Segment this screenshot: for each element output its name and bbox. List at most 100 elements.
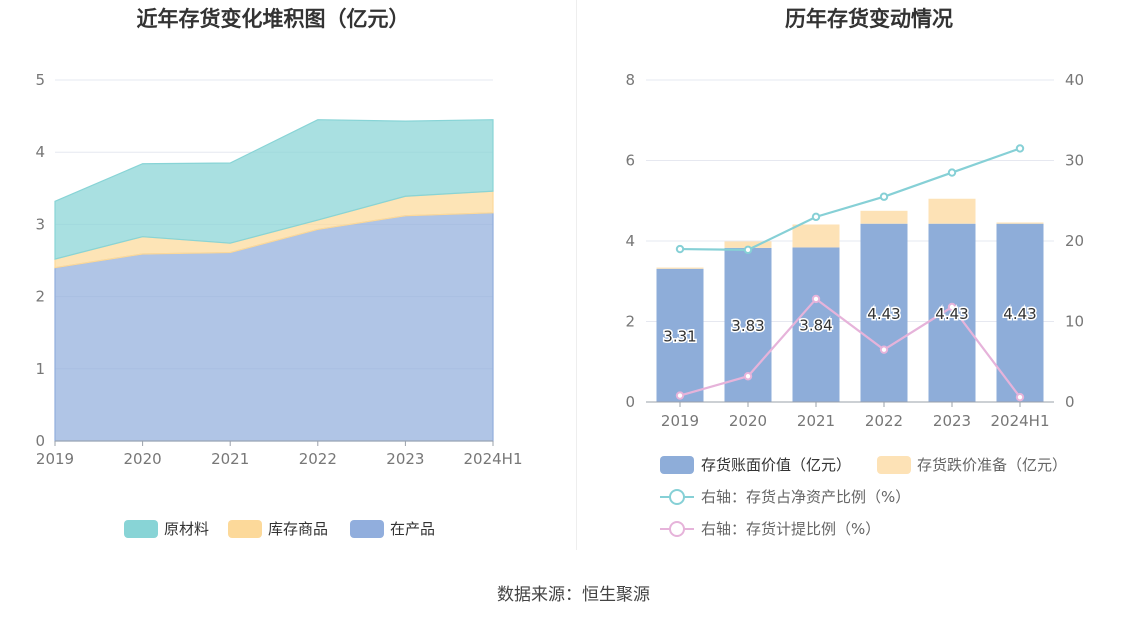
right-x-tick-label: 2020	[729, 412, 767, 430]
left-x-tick-label: 2022	[299, 450, 337, 468]
line-provision-ratio	[679, 297, 1021, 398]
line-provision-ratio-point	[947, 302, 957, 312]
bar-data-label: 4.43	[1003, 305, 1036, 323]
bar-data-label: 3.84	[799, 317, 832, 335]
line-provision-ratio-point	[675, 391, 685, 400]
right-y-tick-label: 8	[625, 71, 635, 89]
right-line-series	[675, 144, 1025, 402]
right-y-tick-label: 2	[625, 313, 635, 331]
left-legend-label: 原材料	[164, 520, 209, 538]
bar-line-chart: 历年存货变动情况 0 2 4 6 8 0 10 20 30 40 3.31 3.83 3.84 4.4…	[625, 7, 1084, 538]
legend-label-net-ratio: 右轴：存货占净资产比例（%）	[701, 488, 910, 506]
right-y2-tick-label: 0	[1065, 393, 1075, 411]
left-x-tick-label: 2019	[36, 450, 74, 468]
legend-item-provision: 存货跌价准备（亿元）	[877, 456, 1067, 474]
line-provision-ratio-point	[743, 372, 753, 381]
left-legend-label: 在产品	[390, 520, 435, 538]
left-x-tick-label: 2021	[211, 450, 249, 468]
source-note: 数据来源：恒生聚源	[497, 585, 650, 605]
left-legend-item: 原材料	[124, 520, 209, 538]
legend-marker-net-ratio	[669, 489, 685, 505]
bar-data-label: 4.43	[867, 305, 900, 323]
bar-book-value	[928, 223, 976, 402]
right-y-tick-label: 0	[625, 393, 635, 411]
legend-swatch-provision	[877, 456, 911, 474]
bar-provision	[996, 222, 1044, 224]
right-x-tick-label: 2021	[797, 412, 835, 430]
line-net-asset-ratio-point	[879, 192, 889, 201]
right-bar-data-labels: 3.31 3.83 3.84 4.43 4.43 4.43	[662, 303, 1038, 347]
bar-provision	[656, 267, 704, 269]
left-legend: 原材料 库存商品 在产品	[124, 520, 435, 538]
legend-item-prov-ratio: 右轴：存货计提比例（%）	[660, 520, 880, 538]
bar-data-label: 3.83	[731, 317, 764, 335]
bar-data-label: 3.31	[663, 327, 696, 345]
right-bar-series	[656, 198, 1044, 402]
right-x-tick-label: 2022	[865, 412, 903, 430]
left-x-tick-label: 2023	[386, 450, 424, 468]
right-x-axis: 2019 2020 2021 2022 2023 2024H1	[646, 401, 1054, 430]
bar-data-label: 4.43	[935, 305, 968, 323]
right-legend: 存货账面价值（亿元） 存货跌价准备（亿元） 右轴：存货占净资产比例（%） 右轴：存货计…	[660, 456, 1067, 538]
line-net-asset-ratio-point	[1015, 144, 1025, 153]
right-y-tick-label: 6	[625, 152, 635, 170]
right-gridlines	[646, 79, 1054, 322]
left-y-tick-label: 4	[35, 143, 45, 161]
left-area-series	[54, 119, 494, 442]
left-y-tick-labels: 0 1 2 3 4 5	[35, 71, 45, 450]
legend-label-prov-ratio: 右轴：存货计提比例（%）	[701, 520, 880, 538]
left-legend-swatch	[124, 520, 158, 538]
left-y-tick-label: 2	[35, 288, 45, 306]
legend-item-net-ratio: 右轴：存货占净资产比例（%）	[660, 488, 910, 506]
left-y-tick-label: 5	[35, 71, 45, 89]
legend-label-book: 存货账面价值（亿元）	[701, 456, 851, 474]
right-y2-tick-label: 10	[1065, 313, 1084, 331]
right-x-tick-label: 2023	[933, 412, 971, 430]
panel-divider	[576, 0, 577, 550]
right-y-tick-labels: 0 2 4 6 8	[625, 71, 635, 411]
right-y-tick-label: 4	[625, 232, 635, 250]
bar-provision	[724, 241, 772, 248]
left-legend-swatch	[350, 520, 384, 538]
chart-title-right: 历年存货变动情况	[785, 7, 953, 31]
legend-marker-prov-ratio	[669, 521, 685, 537]
left-x-axis: 2019 2020 2021 2022 2023 2024H1	[36, 440, 523, 468]
line-net-asset-ratio-point	[947, 168, 957, 177]
bar-provision	[792, 224, 840, 248]
line-net-asset-ratio	[679, 147, 1021, 251]
right-y2-tick-labels: 0 10 20 30 40	[1065, 71, 1084, 411]
line-net-asset-ratio-point	[811, 212, 821, 222]
right-x-tick-label: 2019	[661, 412, 699, 430]
line-provision-ratio-point	[811, 294, 821, 304]
line-net-asset-ratio-point	[675, 244, 685, 254]
legend-swatch-book	[660, 456, 694, 474]
right-y2-tick-label: 30	[1065, 152, 1084, 170]
left-legend-swatch	[228, 520, 262, 538]
left-y-tick-label: 1	[35, 360, 45, 378]
right-y2-tick-label: 40	[1065, 71, 1084, 89]
left-legend-label: 库存商品	[268, 520, 328, 538]
legend-label-provision: 存货跌价准备（亿元）	[917, 456, 1067, 474]
bar-book-value	[860, 223, 908, 402]
line-provision-ratio-point	[879, 345, 889, 354]
left-x-tick-label: 2024H1	[464, 450, 523, 468]
chart-title-left: 近年存货变化堆积图（亿元）	[137, 7, 410, 31]
left-legend-item: 在产品	[350, 520, 435, 538]
bar-provision	[928, 198, 976, 224]
line-net-asset-ratio-point	[743, 245, 753, 255]
legend-item-book: 存货账面价值（亿元）	[660, 456, 851, 474]
line-provision-ratio-point	[1015, 392, 1025, 402]
right-x-tick-label: 2024H1	[991, 412, 1050, 430]
right-y2-tick-label: 20	[1065, 232, 1084, 250]
bar-book-value	[996, 223, 1044, 402]
stacked-area-chart: 近年存货变化堆积图（亿元） 0 1 2 3 4 5 2019 2020 2021 2022 202…	[35, 7, 523, 538]
left-y-tick-label: 0	[35, 432, 45, 450]
bar-book-value	[656, 268, 704, 402]
bar-book-value	[792, 247, 840, 402]
bar-provision	[860, 210, 908, 224]
left-x-tick-label: 2020	[124, 450, 162, 468]
left-y-tick-label: 3	[35, 215, 45, 233]
left-area-原材料	[54, 119, 494, 260]
left-legend-item: 库存商品	[228, 520, 328, 538]
